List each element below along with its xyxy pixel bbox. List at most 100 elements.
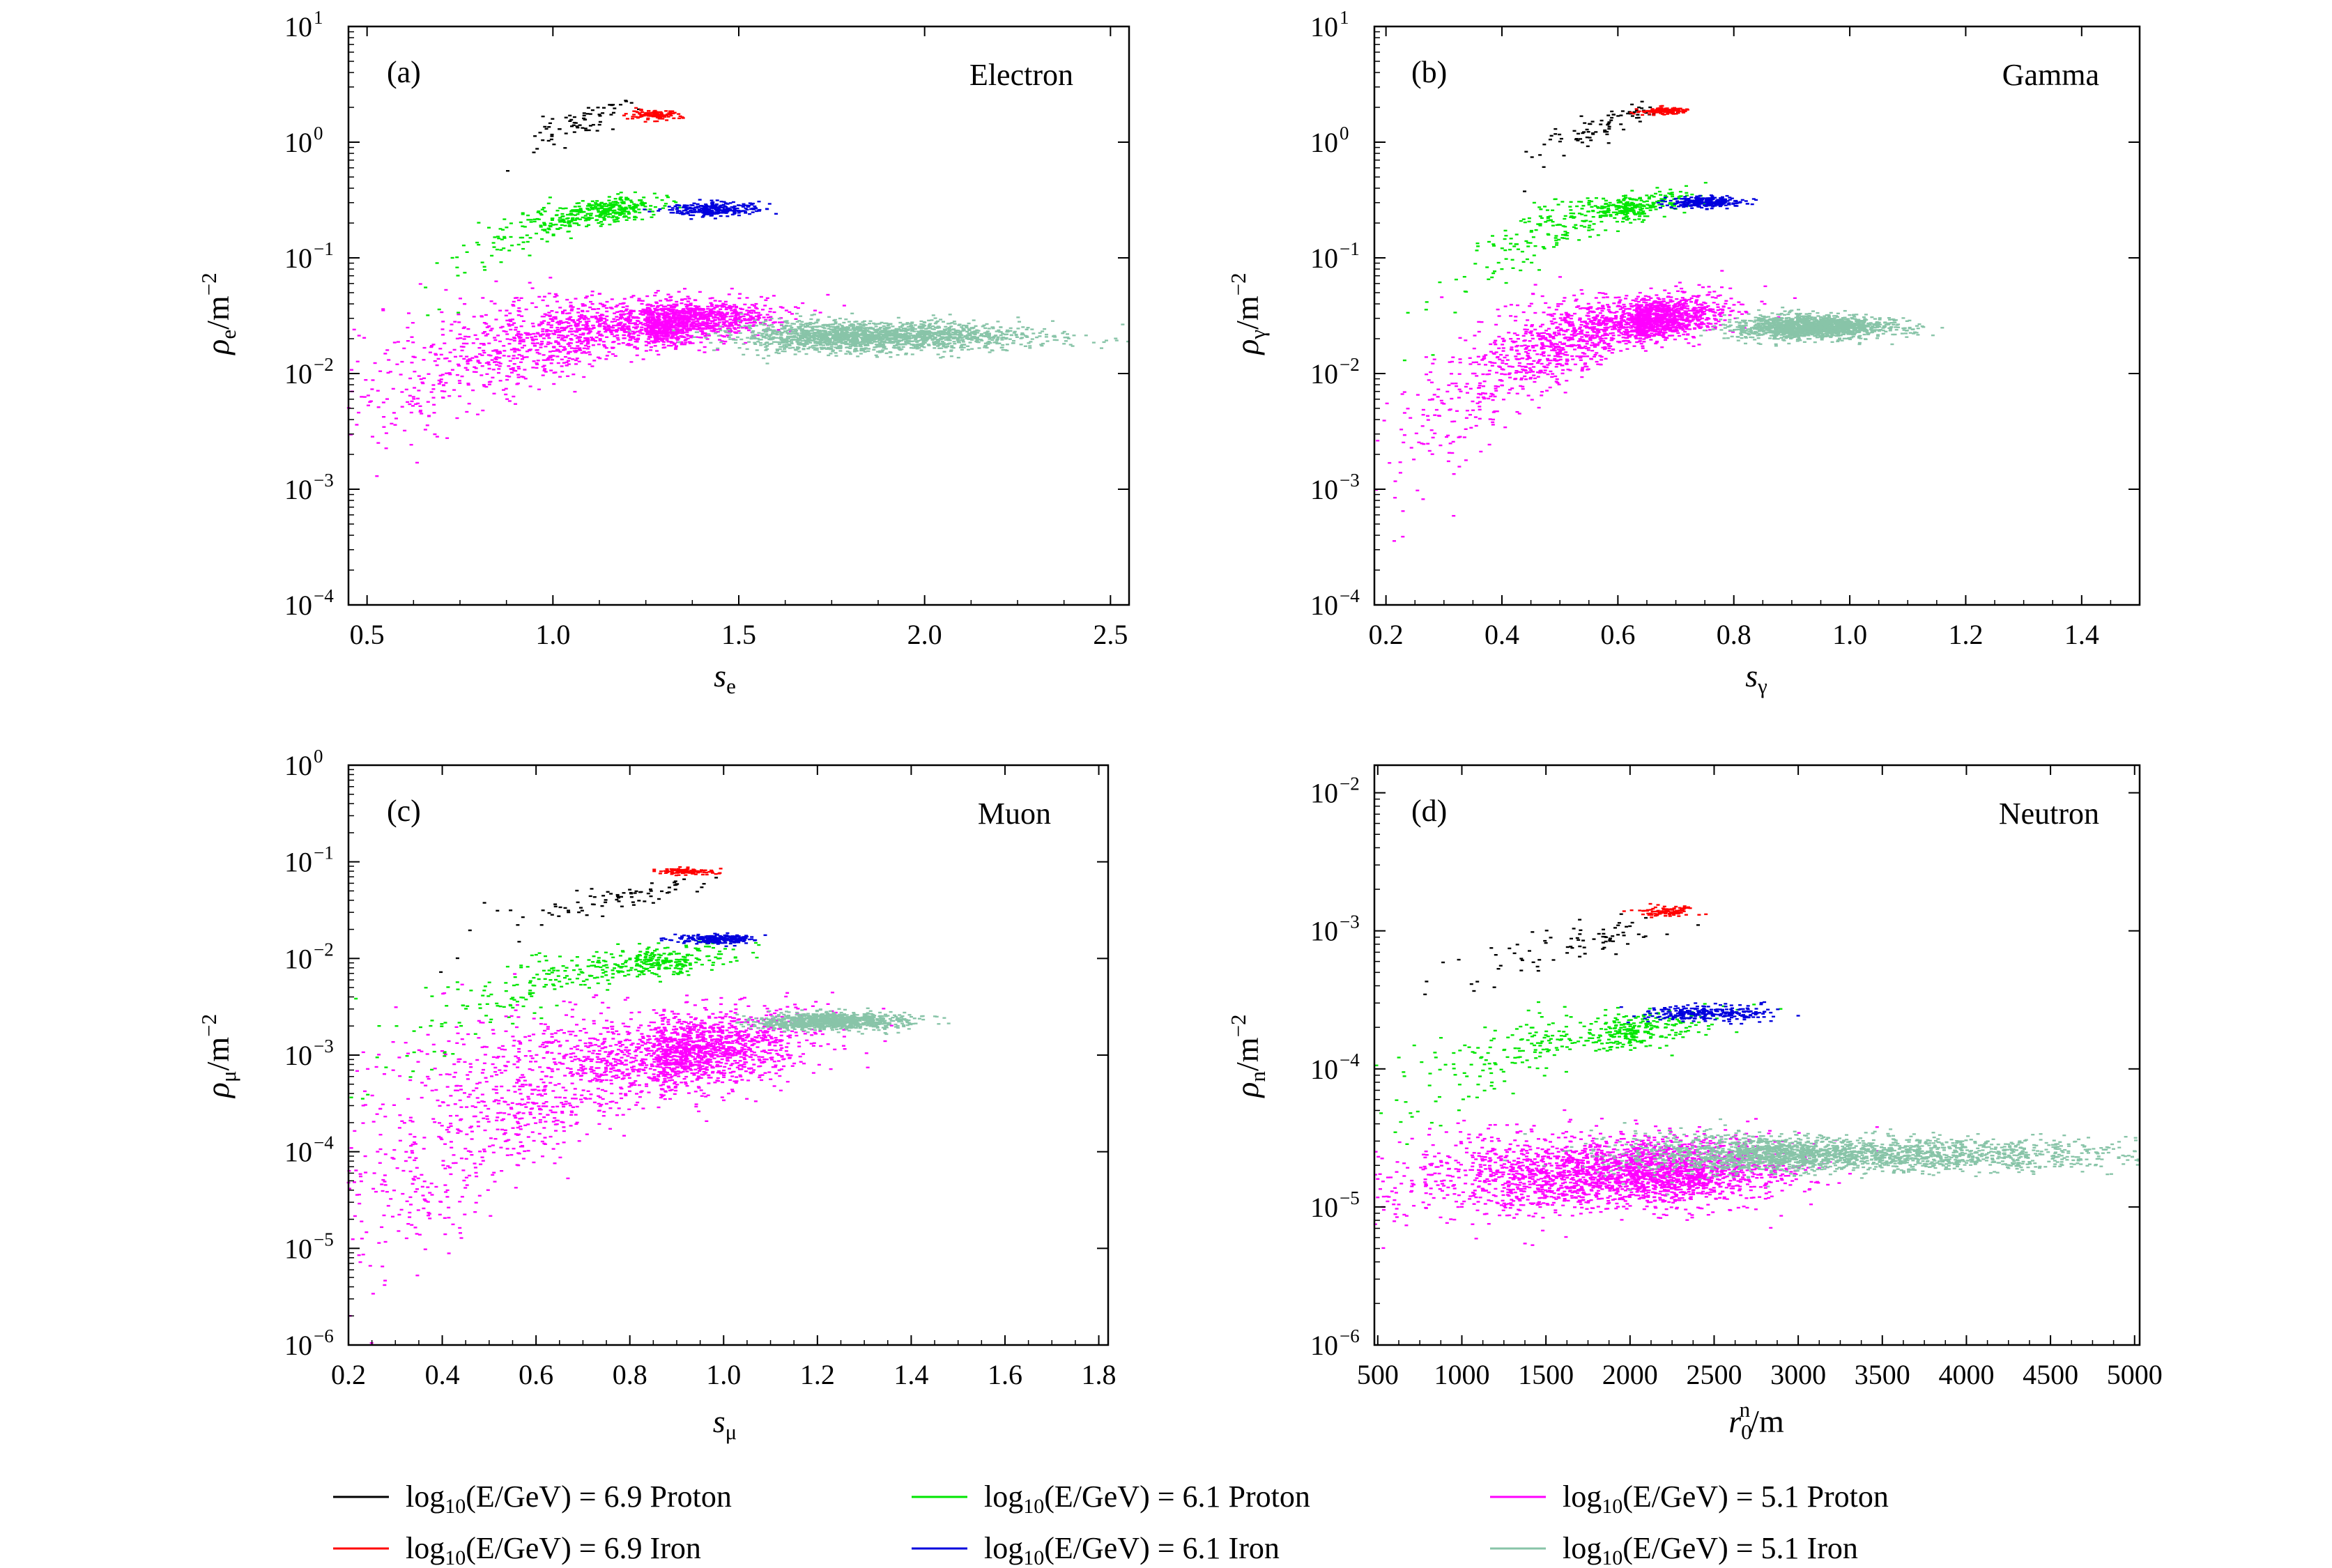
data-point <box>1030 328 1034 330</box>
data-point <box>574 215 577 216</box>
data-point <box>385 349 389 351</box>
data-point <box>1606 114 1610 116</box>
data-point <box>516 374 520 376</box>
data-point <box>1000 347 1004 348</box>
data-point <box>730 322 734 323</box>
data-point <box>957 341 960 342</box>
data-point <box>462 328 466 329</box>
data-point <box>666 330 669 332</box>
data-point <box>1002 349 1005 351</box>
data-point <box>650 112 653 114</box>
data-point <box>543 368 546 369</box>
data-point <box>411 341 415 343</box>
data-point <box>1524 151 1528 153</box>
data-point <box>574 209 578 210</box>
data-point <box>578 318 581 320</box>
data-point <box>505 388 508 390</box>
data-point <box>719 330 722 331</box>
data-point <box>1554 133 1557 134</box>
data-point <box>638 298 641 299</box>
data-point <box>448 374 452 375</box>
data-point <box>422 378 426 379</box>
data-point <box>996 321 999 322</box>
data-point <box>644 121 647 123</box>
data-point <box>1013 331 1017 332</box>
data-point <box>597 222 600 224</box>
data-point <box>514 329 517 330</box>
data-point <box>742 203 746 205</box>
data-point <box>578 219 582 220</box>
data-point <box>498 341 502 342</box>
data-point <box>620 197 623 198</box>
data-point <box>545 331 549 332</box>
data-point <box>662 321 666 323</box>
data-point <box>494 318 498 320</box>
data-point <box>459 337 462 339</box>
data-point <box>961 328 965 329</box>
data-point <box>942 356 945 358</box>
data-point <box>802 334 806 335</box>
data-point <box>532 325 535 327</box>
data-point <box>537 389 541 390</box>
data-point <box>1043 328 1046 330</box>
data-point <box>436 436 439 437</box>
data-point <box>621 303 624 305</box>
data-point <box>570 347 574 348</box>
data-point <box>953 343 956 344</box>
data-point <box>678 315 682 316</box>
data-point <box>852 339 856 340</box>
data-point <box>554 331 558 332</box>
data-point <box>563 349 567 351</box>
data-point <box>604 358 608 360</box>
data-point <box>666 337 669 339</box>
data-point <box>823 333 827 335</box>
data-point <box>946 334 950 335</box>
data-point <box>949 314 952 315</box>
data-point <box>670 337 674 339</box>
data-point <box>555 322 559 323</box>
data-point <box>573 131 576 132</box>
data-point <box>529 348 532 350</box>
data-point <box>616 319 620 321</box>
data-point <box>441 321 445 322</box>
data-point <box>766 362 769 364</box>
data-point <box>678 210 682 212</box>
data-point <box>750 338 753 339</box>
data-point <box>839 347 843 348</box>
data-point <box>795 318 798 320</box>
data-point <box>942 337 946 338</box>
data-point <box>503 236 506 238</box>
data-point <box>658 118 661 119</box>
data-point <box>699 318 703 319</box>
data-point <box>630 102 634 103</box>
data-point <box>583 351 586 353</box>
data-point <box>648 332 652 333</box>
data-point <box>659 331 663 332</box>
data-point <box>526 337 529 339</box>
data-point <box>861 321 865 323</box>
data-point <box>638 300 642 301</box>
data-point <box>1028 347 1031 348</box>
data-point <box>1591 121 1595 122</box>
data-point <box>765 328 769 330</box>
data-point <box>928 324 931 325</box>
data-point <box>1021 334 1025 335</box>
data-point <box>829 353 833 354</box>
data-point <box>789 325 792 326</box>
data-point <box>838 350 842 351</box>
data-point <box>629 199 633 201</box>
data-point <box>696 318 699 319</box>
data-point <box>601 224 604 225</box>
data-point <box>743 304 746 305</box>
data-point <box>573 321 576 323</box>
data-point <box>682 313 686 314</box>
data-point <box>1550 135 1554 137</box>
data-point <box>500 261 503 263</box>
data-point <box>739 313 743 314</box>
data-point <box>653 193 657 194</box>
data-point <box>505 320 509 321</box>
data-point <box>562 322 565 323</box>
data-point <box>371 436 374 437</box>
data-point <box>436 262 439 263</box>
data-point <box>1028 345 1031 346</box>
